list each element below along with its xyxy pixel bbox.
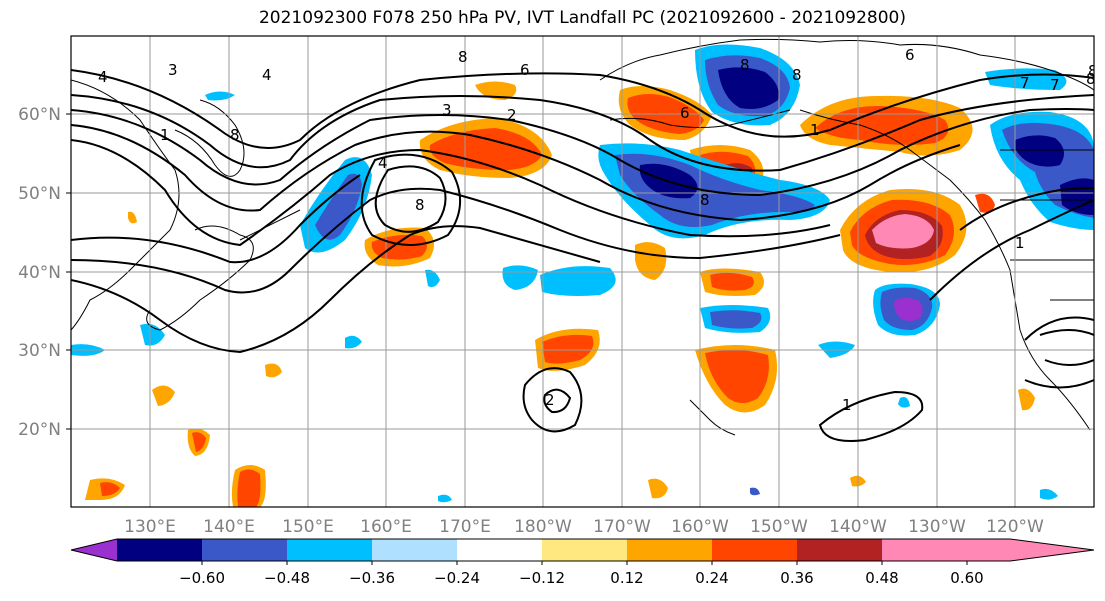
lat-tick-label: 60°N (18, 105, 61, 125)
colorbar-segment (542, 539, 627, 561)
colorbar-segment (457, 539, 542, 561)
contour-label: 7 (1050, 76, 1060, 94)
contour-label: 7 (1020, 74, 1030, 92)
lon-tick-label: 170°W (593, 517, 651, 537)
contour-label: 8 (1086, 70, 1096, 88)
colorbar-tick-label: −0.24 (434, 569, 480, 587)
lon-tick-label: 140°W (829, 517, 887, 537)
contour-label: 2 (507, 106, 517, 124)
colorbar: −0.60 −0.48 −0.36 −0.24 −0.12 0.12 0.24 … (70, 538, 1095, 587)
contour-label: 1 (842, 396, 852, 414)
lon-tick-label: 150°E (282, 517, 334, 537)
contour-label: 8 (458, 48, 468, 66)
colorbar-segment (117, 539, 202, 561)
lon-labels: 130°E 140°E 150°E 160°E 170°E 180°W 170°… (124, 517, 1044, 537)
contour-label: 4 (98, 68, 108, 86)
colorbar-tick-label: 0.60 (950, 569, 983, 587)
lat-labels: 60°N 50°N 40°N 30°N 20°N (18, 105, 61, 440)
contour-label: 6 (520, 61, 530, 79)
lon-tick-label: 170°E (439, 517, 491, 537)
colorbar-tick-label: 0.48 (865, 569, 898, 587)
colorbar-extend-high (967, 539, 1094, 561)
contour-label: 1 (1015, 234, 1025, 252)
contour-label: 3 (442, 101, 452, 119)
colorbar-tick-label: −0.60 (179, 569, 225, 587)
gridlines (71, 36, 1094, 507)
colorbar-segment (797, 539, 882, 561)
lat-tick-label: 50°N (18, 184, 61, 204)
colorbar-segment (712, 539, 797, 561)
lon-tick-label: 160°W (671, 517, 729, 537)
colorbar-tick-label: −0.12 (519, 569, 565, 587)
map-title: 2021092300 F078 250 hPa PV, IVT Landfall… (258, 8, 906, 28)
contour-label: 4 (262, 66, 272, 84)
lat-tick-marks (66, 113, 71, 430)
colorbar-tick-label: 0.24 (695, 569, 728, 587)
colorbar-segment (287, 539, 372, 561)
contour-label: 6 (680, 104, 690, 122)
lon-tick-label: 140°E (203, 517, 255, 537)
colorbar-segment (627, 539, 712, 561)
contour-label: 8 (230, 126, 240, 144)
colorbar-extend-low (71, 539, 117, 561)
contour-label: 1 (160, 126, 170, 144)
lon-tick-label: 150°W (750, 517, 808, 537)
lon-tick-label: 180°W (514, 517, 572, 537)
colorbar-segment (882, 539, 967, 561)
lon-tick-label: 120°W (986, 517, 1044, 537)
lon-tick-label: 160°E (360, 517, 412, 537)
colorbar-segment (202, 539, 287, 561)
colorbar-tick-label: −0.36 (349, 569, 395, 587)
lat-tick-label: 20°N (18, 420, 61, 440)
contour-label: 4 (378, 154, 388, 172)
colorbar-tick-label: 0.12 (610, 569, 643, 587)
contour-label: 8 (1088, 62, 1098, 80)
colorbar-outline (70, 538, 1095, 562)
contour-label: 8 (700, 191, 710, 209)
contour-label: 8 (740, 56, 750, 74)
contour-label: 2 (545, 391, 555, 409)
contour-label-group: 4 3 4 8 6 8 6 8 7 8 1 8 3 2 4 8 8 6 7 8 (98, 46, 1098, 414)
contour-label: 8 (415, 196, 425, 214)
lat-tick-label: 30°N (18, 341, 61, 361)
lon-tick-label: 130°E (124, 517, 176, 537)
contour-label: 6 (905, 46, 915, 64)
pv-contours (71, 69, 1094, 442)
lat-tick-label: 40°N (18, 263, 61, 283)
colorbar-tick-label: 0.36 (780, 569, 813, 587)
contour-label: 1 (810, 121, 820, 139)
colorbar-tick-label: −0.48 (264, 569, 310, 587)
lon-tick-label: 130°W (908, 517, 966, 537)
colorbar-segment (372, 539, 457, 561)
contour-label: 3 (168, 61, 178, 79)
contour-label: 8 (792, 66, 802, 84)
